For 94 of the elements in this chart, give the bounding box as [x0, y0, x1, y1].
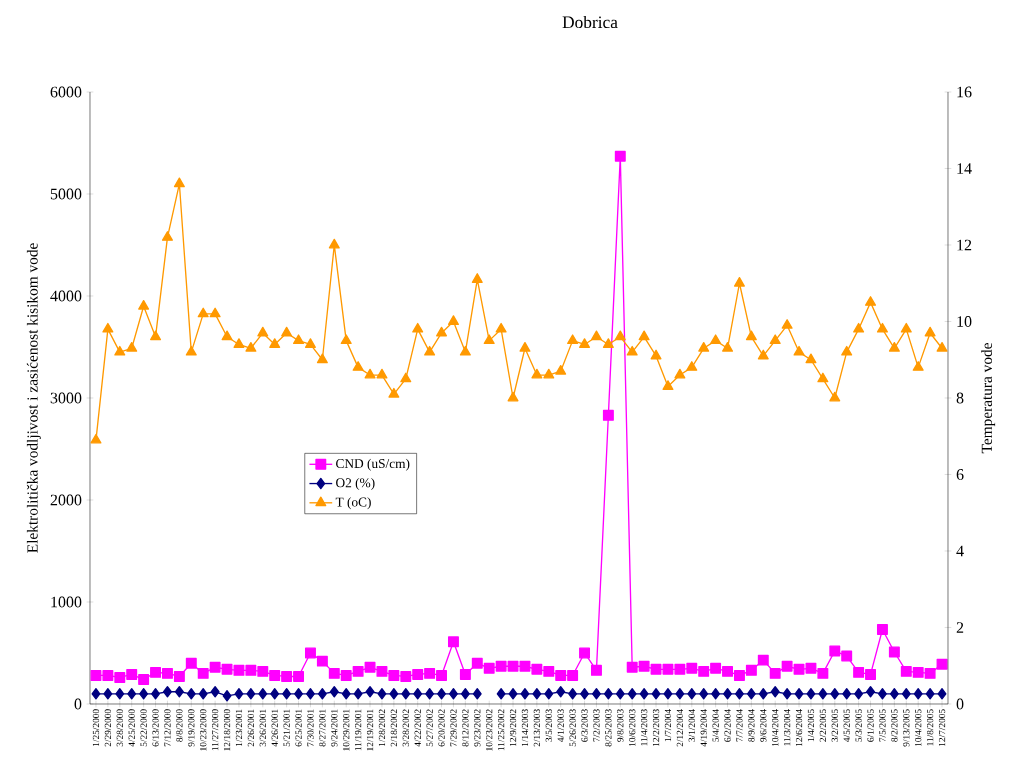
x-tick-label: 4/1/2003: [557, 709, 564, 742]
x-tick-label: 2/13/2003: [533, 709, 541, 747]
legend-label: T (oC): [335, 497, 371, 510]
x-tick-label: 1/7/2004: [664, 709, 672, 742]
x-tick-label: 1/4/2005: [807, 709, 815, 742]
x-tick-label: 5/27/2002: [426, 709, 433, 747]
y-tick-label: 1000: [51, 596, 82, 608]
x-tick-label: 8/12/2002: [462, 709, 469, 747]
x-tick-label: 8/27/2001: [319, 709, 326, 747]
x-tick-label: 7/29/2002: [450, 709, 457, 747]
x-tick-label: 10/6/2003: [629, 709, 636, 746]
x-tick-label: 9/6/2004: [760, 709, 767, 742]
x-tick-label: 3/26/2001: [259, 709, 266, 747]
y2-tick-label: 10: [957, 316, 972, 327]
x-tick-label: 3/28/2002: [402, 709, 409, 747]
x-tick-label: 9/19/2000: [188, 709, 195, 747]
x-tick-label: 4/26/2001: [271, 709, 278, 747]
x-tick-label: 6/1/2005: [867, 709, 874, 742]
y2-tick-label: 12: [957, 239, 972, 251]
legend-label: CND (uS/cm): [336, 458, 410, 471]
x-tick-label: 1/28/2002: [378, 709, 386, 746]
y-tick-label: 2000: [50, 494, 82, 506]
x-tick-label: 4/22/2002: [414, 709, 421, 747]
y2-tick-label: 16: [957, 86, 972, 98]
x-tick-label: 10/29/2001: [343, 709, 350, 751]
x-tick-label: 1/23/2001: [235, 709, 243, 746]
x-tick-label: 6/3/2003: [581, 709, 588, 742]
x-tick-label: 12/7/2005: [938, 709, 946, 746]
x-tick-label: 3/5/2003: [545, 709, 552, 742]
x-tick-label: 1/14/2003: [521, 709, 529, 746]
x-tick-label: 8/9/2004: [748, 709, 755, 742]
y2-tick-label: 6: [956, 469, 964, 480]
x-tick-label: 12/6/2004: [795, 709, 803, 746]
y2-tick-label: 8: [956, 392, 964, 404]
chart-title: Dobrica: [562, 15, 618, 29]
x-tick-label: 10/23/2002: [486, 709, 493, 751]
x-tick-label: 9/24/2001: [331, 709, 338, 747]
y2-axis-title: Temperatura vode: [981, 343, 996, 454]
y-tick-label: 6000: [50, 86, 82, 98]
x-tick-label: 7/7/2004: [736, 709, 743, 742]
x-tick-label: 7/12/2000: [164, 709, 171, 747]
x-tick-label: 3/2/2005: [831, 709, 838, 742]
x-tick-label: 2/12/2004: [676, 709, 684, 747]
x-tick-label: 9/23/2002: [474, 709, 481, 747]
x-tick-label: 6/25/2001: [295, 709, 302, 747]
x-tick-label: 4/25/2000: [128, 709, 135, 747]
x-tick-label: 6/20/2002: [438, 709, 445, 747]
x-tick-label: 11/4/2003: [640, 709, 648, 746]
legend-label: O2 (%): [336, 477, 375, 491]
x-tick-label: 9/13/2005: [903, 709, 910, 747]
x-tick-label: 2/18/2002: [390, 709, 398, 747]
y-tick-label: 4000: [50, 290, 82, 302]
x-tick-label: 5/3/2005: [855, 709, 862, 742]
x-tick-label: 5/26/2003: [569, 709, 576, 747]
y-tick-label: 3000: [50, 392, 82, 404]
y2-tick-label: 4: [956, 545, 964, 557]
x-tick-label: 6/2/2004: [724, 709, 731, 742]
x-tick-label: 3/28/2000: [116, 709, 123, 747]
y2-tick-label: 2: [956, 622, 964, 633]
x-tick-label: 5/4/2004: [712, 709, 719, 742]
x-tick-label: 10/4/2005: [915, 709, 922, 746]
x-tick-label: 6/13/2000: [152, 709, 159, 747]
x-tick-label: 10/4/2004: [772, 709, 779, 746]
x-tick-label: 3/1/2004: [688, 709, 695, 742]
x-tick-label: 11/8/2005: [926, 709, 934, 746]
y-tick-label: 0: [74, 698, 82, 710]
x-tick-label: 11/25/2002: [497, 709, 505, 751]
x-tick-label: 8/2/2005: [891, 709, 898, 742]
x-tick-label: 12/19/2001: [366, 709, 374, 751]
x-tick-label: 2/2/2005: [819, 709, 827, 742]
x-tick-label: 7/5/2005: [879, 709, 886, 742]
x-tick-label: 8/8/2000: [176, 709, 183, 742]
x-tick-label: 11/3/2004: [783, 709, 791, 746]
x-tick-label: 11/27/2000: [211, 709, 219, 751]
x-tick-label: 2/26/2001: [247, 709, 255, 747]
y-tick-label: 5000: [50, 188, 82, 200]
x-tick-label: 12/18/2000: [223, 709, 231, 751]
x-tick-label: 11/19/2001: [354, 709, 362, 751]
y-axis-title: Elektrolitička vodljivost i zasićenost kisikom vode: [26, 243, 41, 553]
x-tick-label: 8/25/2003: [605, 709, 612, 747]
x-tick-label: 5/21/2001: [283, 709, 290, 747]
x-tick-label: 7/2/2003: [593, 709, 600, 742]
y2-tick-label: 14: [957, 163, 972, 174]
x-tick-label: 12/2/2003: [652, 709, 660, 746]
x-tick-label: 7/30/2001: [307, 709, 314, 747]
x-tick-label: 4/19/2004: [700, 709, 707, 747]
x-tick-label: 2/29/2000: [104, 709, 112, 747]
x-tick-label: 4/5/2005: [843, 709, 850, 742]
x-tick-label: 10/23/2000: [200, 709, 207, 751]
x-tick-label: 1/25/2000: [92, 709, 100, 746]
x-tick-label: 9/8/2003: [617, 709, 624, 742]
x-tick-label: 5/22/2000: [140, 709, 147, 747]
y2-tick-label: 0: [956, 698, 964, 710]
x-tick-label: 12/9/2002: [509, 709, 517, 746]
